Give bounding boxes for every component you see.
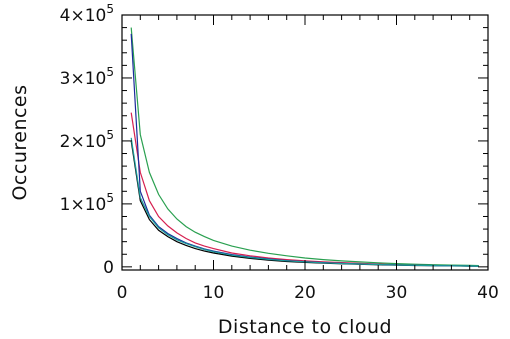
y-tick-label: 4×105 [60, 2, 114, 26]
series-line-1 [130, 140, 479, 267]
y-tick-label: 3×105 [60, 65, 114, 89]
plot-frame [121, 14, 489, 271]
x-tick-label: 10 [203, 283, 225, 303]
x-tick-label: 20 [294, 283, 316, 303]
series-line-5 [130, 137, 479, 267]
y-axis-label: Occurences [9, 84, 31, 200]
x-axis-label: Distance to cloud [218, 316, 392, 338]
plot-frame-layer [121, 14, 489, 271]
x-tick-label: 0 [117, 283, 128, 303]
axis-ticks-layer [121, 14, 489, 270]
series-line-4 [130, 33, 479, 267]
y-tick-label: 2×105 [60, 128, 114, 152]
tick-labels-layer: 0 10 20 30 40 0 1×105 2×105 3×105 4×105 [60, 2, 499, 303]
series-layer [130, 27, 479, 267]
x-tick-label: 30 [386, 283, 408, 303]
x-tick-label: 40 [477, 283, 499, 303]
y-tick-label: 1×105 [60, 191, 114, 215]
series-line-3 [130, 27, 479, 267]
y-tick-label: 0 [103, 258, 114, 278]
